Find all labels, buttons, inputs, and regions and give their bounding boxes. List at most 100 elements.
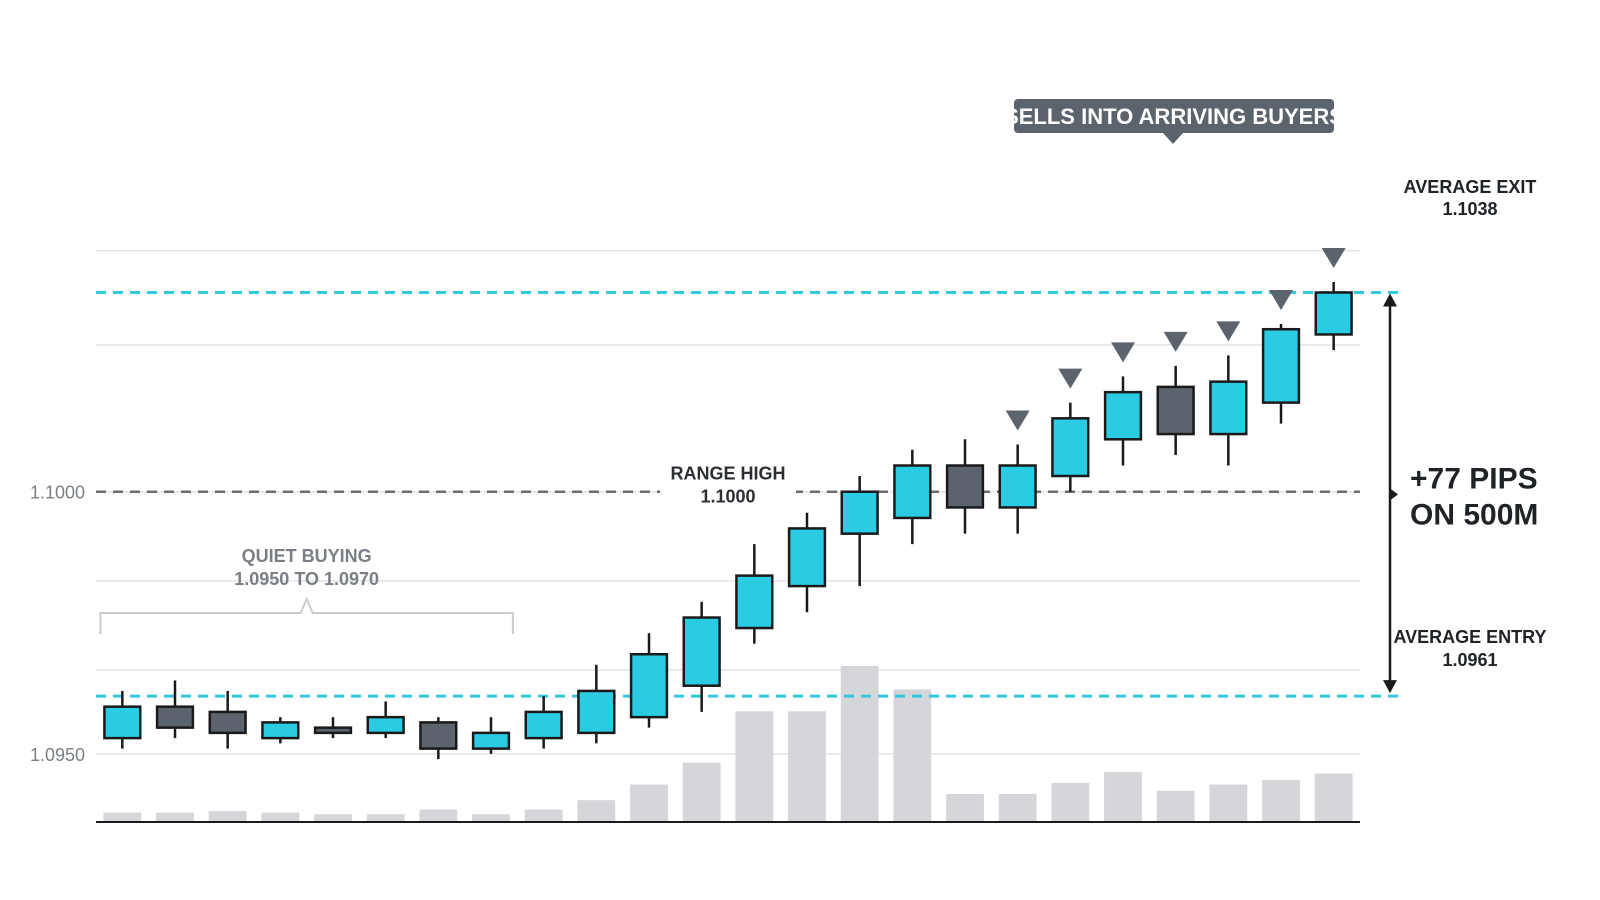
- candle-body: [577, 689, 616, 735]
- candle: [1314, 282, 1353, 351]
- candle: [366, 701, 405, 739]
- range-high-title: RANGE HIGH: [670, 464, 785, 484]
- candle: [893, 449, 932, 545]
- average-entry-value: 1.0961: [1442, 650, 1497, 670]
- candle: [787, 512, 827, 613]
- average-exit-annotation: AVERAGE EXIT 1.1038: [1404, 177, 1537, 219]
- candle-body: [155, 705, 195, 729]
- callout-box: [1014, 99, 1334, 133]
- quiet-buying-range: 1.0950 TO 1.0970: [234, 569, 379, 589]
- volume-bar: [1209, 784, 1248, 822]
- candle: [471, 717, 511, 754]
- volume-bar: [735, 711, 774, 822]
- candle-body: [893, 464, 932, 520]
- volume-bar: [208, 811, 247, 822]
- sell-marker-icon: [1111, 342, 1135, 363]
- candle-body: [366, 715, 405, 735]
- callout-pointer: [1163, 133, 1183, 144]
- candle-body: [524, 710, 563, 740]
- candle-body: [103, 705, 142, 740]
- candle-body: [998, 464, 1037, 509]
- sell-marker-icon: [1058, 368, 1083, 389]
- sells-callout: SELLS INTO ARRIVING BUYERS: [1004, 99, 1344, 144]
- pips-range-arrow: [1383, 293, 1398, 694]
- candle-body: [735, 574, 774, 630]
- candle: [735, 544, 774, 644]
- volume-bars: [103, 666, 1353, 822]
- volume-bar: [103, 812, 142, 822]
- volume-bar: [472, 814, 510, 822]
- volume-bar: [788, 711, 826, 822]
- volume-bar: [524, 809, 563, 822]
- candle-body: [1156, 385, 1195, 436]
- pips-gain: +77 PIPS: [1410, 462, 1538, 495]
- average-entry-annotation: AVERAGE ENTRY 1.0961: [1393, 627, 1546, 670]
- volume-bar: [314, 814, 352, 822]
- candle-body: [787, 527, 827, 588]
- volume-bar: [1314, 773, 1353, 822]
- average-entry-title: AVERAGE ENTRY: [1393, 627, 1546, 647]
- average-exit-value: 1.1038: [1442, 199, 1497, 219]
- candle: [1209, 355, 1248, 466]
- candle-body: [840, 490, 879, 535]
- pips-result-annotation: +77 PIPS ON 500M: [1410, 462, 1538, 531]
- position-size: ON 500M: [1410, 498, 1538, 531]
- candle: [419, 717, 458, 760]
- candle: [1051, 402, 1090, 492]
- candle: [208, 690, 247, 749]
- sell-marker-icon: [1321, 248, 1346, 269]
- volume-bar: [1156, 790, 1195, 822]
- volume-bar: [577, 800, 616, 822]
- volume-bar: [156, 812, 194, 822]
- candle-body: [261, 721, 300, 740]
- candle: [998, 444, 1037, 534]
- candle: [524, 696, 563, 749]
- candle: [1156, 365, 1195, 456]
- candle: [840, 476, 879, 587]
- candle-body: [208, 710, 247, 735]
- candle-body: [1261, 327, 1301, 404]
- volume-bar: [998, 793, 1037, 822]
- candle: [1103, 376, 1143, 466]
- sell-markers: [1005, 248, 1346, 431]
- candle-body: [1051, 417, 1090, 478]
- quiet-buying-annotation: QUIET BUYING 1.0950 TO 1.0970: [99, 546, 514, 634]
- candle: [945, 439, 985, 534]
- volume-bar: [682, 762, 721, 822]
- arrow-right-icon: [1390, 488, 1398, 501]
- candle: [103, 690, 142, 749]
- sell-marker-icon: [1005, 410, 1030, 431]
- volume-bar: [366, 814, 405, 822]
- candle-body: [945, 464, 985, 509]
- volume-bar: [893, 689, 932, 822]
- volume-bar: [840, 666, 879, 822]
- range-high-annotation: RANGE HIGH 1.1000: [660, 457, 796, 518]
- candle: [1261, 323, 1301, 424]
- average-exit-title: AVERAGE EXIT: [1404, 177, 1537, 197]
- volume-bar: [261, 812, 300, 822]
- candles: [103, 282, 1353, 760]
- range-high-label-background: [660, 457, 796, 518]
- volume-bar: [946, 793, 984, 822]
- candle: [261, 717, 300, 744]
- candle-body: [471, 731, 511, 750]
- callout-text: SELLS INTO ARRIVING BUYERS: [1004, 104, 1344, 129]
- arrow-down-icon: [1383, 680, 1397, 694]
- candle: [682, 601, 721, 712]
- candle-body: [1209, 380, 1248, 436]
- candle-body: [629, 652, 669, 719]
- sell-marker-icon: [1163, 331, 1188, 352]
- sell-marker-icon: [1216, 321, 1241, 342]
- candle: [629, 633, 669, 728]
- volume-bar: [630, 784, 668, 822]
- candle-body: [313, 726, 353, 735]
- quiet-buying-bracket: [99, 596, 514, 634]
- candle-body: [419, 721, 458, 750]
- sell-marker-icon: [1269, 289, 1293, 310]
- y-tick-label: 1.0950: [30, 745, 85, 765]
- arrow-up-icon: [1383, 293, 1397, 307]
- candle: [155, 680, 195, 739]
- range-high-value: 1.1000: [700, 487, 755, 507]
- candle: [313, 717, 353, 739]
